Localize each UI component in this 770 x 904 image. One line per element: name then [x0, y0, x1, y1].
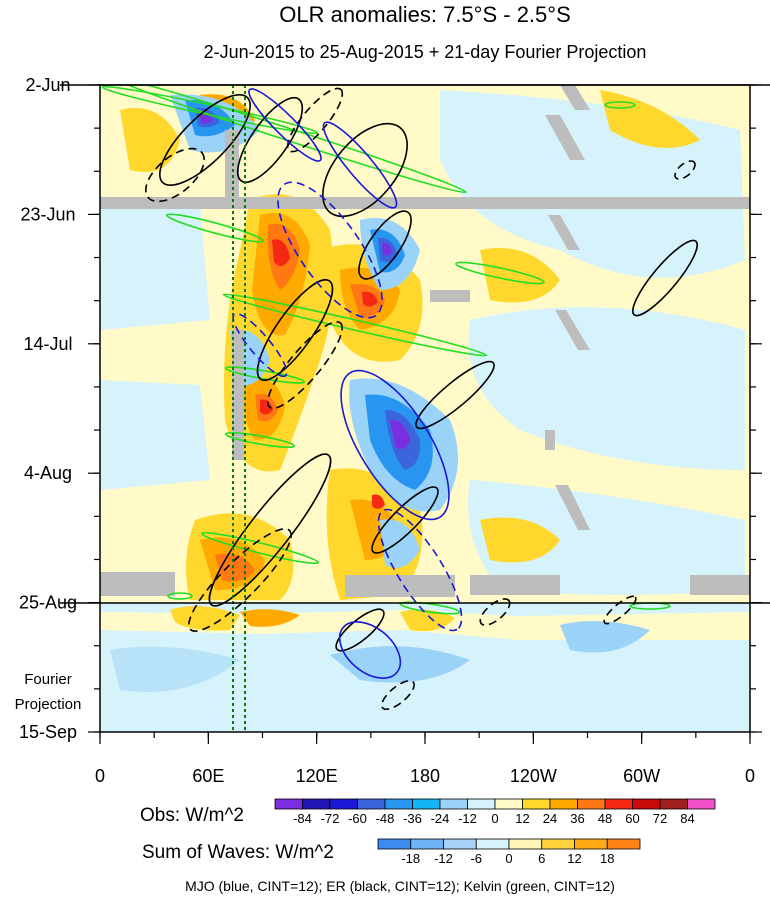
colorbar-level-label: 48	[598, 811, 612, 826]
plot-area	[100, 85, 750, 732]
colorbar-level-label: 0	[505, 851, 512, 866]
obs-light-blue	[100, 90, 745, 595]
colorbar-level-label: 12	[515, 811, 529, 826]
y-tick-label: 14-Jul	[23, 334, 72, 354]
colorbar-swatch	[632, 798, 661, 810]
waves-colorbar-label: Sum of Waves: W/m^2	[142, 842, 334, 863]
y-tick-label: 4-Aug	[24, 463, 72, 483]
y-axis-tick-labels: 2-Jun 23-Jun 14-Jul 4-Aug 25-Aug 15-Sep	[19, 75, 77, 742]
colorbar-level-label: -18	[401, 851, 420, 866]
colorbar-level-label: -84	[293, 811, 312, 826]
colorbar-swatch	[541, 838, 575, 850]
er-contours	[159, 94, 698, 652]
chart-subtitle: 2-Jun-2015 to 25-Aug-2015 + 21-day Fouri…	[204, 42, 647, 62]
colorbar-swatch	[274, 798, 303, 810]
mjo-contours-negative	[232, 181, 463, 632]
colorbar-swatch	[329, 798, 358, 810]
colorbar-swatch	[412, 798, 441, 810]
colorbar-swatch	[494, 798, 523, 810]
colorbar-swatch	[475, 838, 510, 850]
colorbar-level-label: 72	[653, 811, 667, 826]
colorbar-level-label: -48	[376, 811, 395, 826]
obs-colorbar: -84 -72 -60 -48 -36 -24 -12 0 12 24 36 48 60 72 84	[274, 798, 716, 826]
x-tick-label: 0	[95, 766, 105, 786]
colorbar-level-label: -36	[403, 811, 422, 826]
x-tick-label: 120E	[296, 766, 338, 786]
colorbar-swatch	[508, 838, 543, 850]
colorbar-swatch	[443, 838, 477, 850]
colorbar-level-label: 60	[625, 811, 639, 826]
colorbar-swatch	[302, 798, 331, 810]
y-tick-label: 23-Jun	[20, 204, 75, 224]
colorbar-swatch	[577, 798, 606, 810]
colorbar-swatch	[549, 798, 578, 810]
colorbar-level-label: 18	[600, 851, 614, 866]
colorbar-level-label: 84	[680, 811, 694, 826]
axis-ticks	[88, 84, 762, 744]
colorbar-swatch	[410, 838, 444, 850]
colorbar-swatch	[659, 798, 688, 810]
colorbar-swatch	[384, 798, 413, 810]
y-tick-label: 15-Sep	[19, 722, 77, 742]
chart-title: OLR anomalies: 7.5°S - 2.5°S	[279, 2, 571, 27]
colorbar-swatch	[606, 838, 641, 850]
x-tick-label: 180	[410, 766, 440, 786]
x-tick-label: 60W	[623, 766, 660, 786]
colorbar-level-label: -12	[458, 811, 477, 826]
x-tick-label: 120W	[510, 766, 557, 786]
colorbar-level-label: 6	[538, 851, 545, 866]
colorbar-level-label: 36	[570, 811, 584, 826]
x-tick-label: 60E	[192, 766, 224, 786]
projection-label-line2: Projection	[15, 696, 82, 713]
colorbar-level-label: 0	[491, 811, 498, 826]
projection-region	[100, 603, 750, 732]
colorbar-swatch	[687, 798, 716, 810]
colorbar-level-label: -24	[431, 811, 450, 826]
colorbar-level-label: -6	[470, 851, 482, 866]
y-tick-label: 2-Jun	[25, 75, 70, 95]
colorbar-level-label: -12	[434, 851, 453, 866]
obs-colorbar-label: Obs: W/m^2	[140, 805, 244, 826]
waves-colorbar: -18 -12 -6 0 6 12 18	[377, 838, 641, 866]
colorbar-swatch	[604, 798, 633, 810]
colorbar-swatch	[377, 838, 412, 850]
y-tick-label: 25-Aug	[19, 593, 77, 613]
projection-label-line1: Fourier	[24, 671, 72, 688]
colorbar-swatch	[439, 798, 468, 810]
x-tick-label: 0	[745, 766, 755, 786]
colorbar-level-label: 12	[567, 851, 581, 866]
colorbar-swatch	[574, 838, 608, 850]
colorbar-swatch	[467, 798, 496, 810]
mjo-contours	[248, 88, 450, 679]
colorbar-level-label: -60	[348, 811, 367, 826]
colorbar-swatch	[357, 798, 386, 810]
colorbar-level-label: -72	[321, 811, 340, 826]
colorbar-swatch	[522, 798, 551, 810]
contour-legend-footer: MJO (blue, CINT=12); ER (black, CINT=12)…	[185, 878, 615, 894]
colorbar-level-label: 24	[543, 811, 557, 826]
missing-data	[100, 85, 750, 597]
x-axis-tick-labels: 0 60E 120E 180 120W 60W 0	[95, 766, 755, 786]
